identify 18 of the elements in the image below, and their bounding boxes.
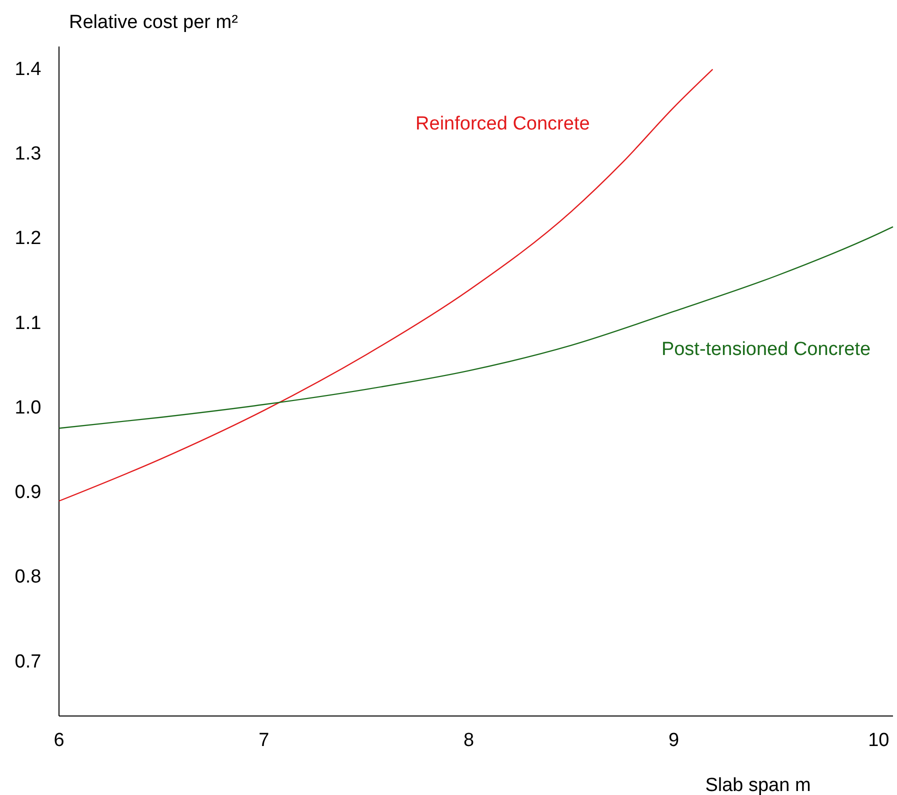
y-tick-label: 1.1 — [14, 312, 42, 334]
y-tick-label: 1.2 — [14, 228, 42, 250]
line-series — [58, 226, 894, 429]
x-axis-title: Slab span m — [705, 775, 811, 795]
y-tick-label: 0.7 — [14, 651, 42, 672]
y-tick-label: 0.9 — [14, 482, 42, 504]
x-tick-label: 7 — [258, 730, 270, 751]
y-tick-label: 1.4 — [14, 58, 42, 80]
y-tick-label: 1.3 — [14, 143, 42, 164]
x-tick-label: 9 — [668, 730, 680, 751]
text: Reinforced Concrete — [416, 113, 590, 134]
y-tick-label: 1.0 — [14, 397, 42, 418]
x-tick-label: 6 — [54, 730, 64, 751]
y-tick-label: 0.8 — [14, 566, 42, 588]
x-tick-label: 10 — [868, 730, 890, 751]
series-label: Post-tensioned Concrete — [661, 338, 871, 360]
y-axis-title: Relative cost per m² — [69, 12, 238, 33]
x-tick-label: 8 — [464, 730, 474, 751]
